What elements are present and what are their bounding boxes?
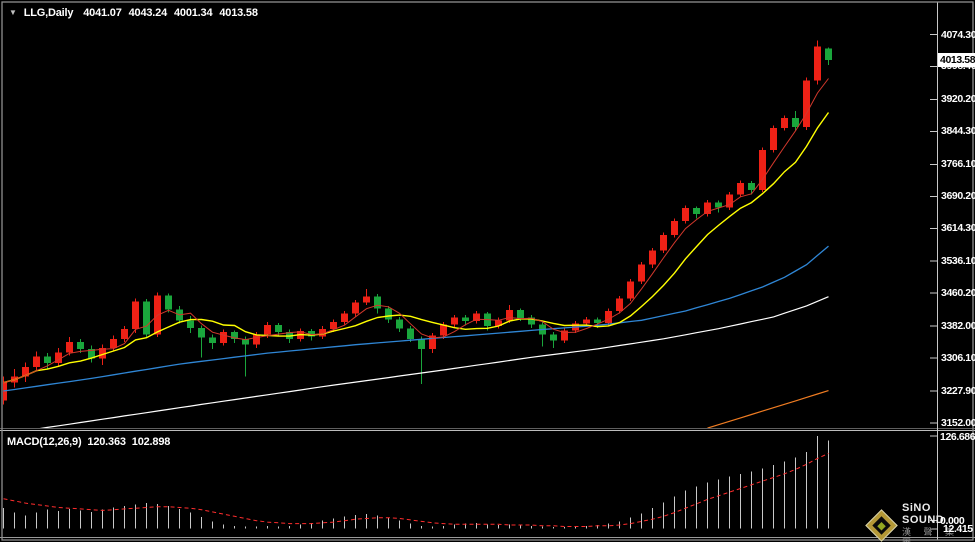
logo-diamond-icon: [865, 509, 898, 542]
price-axis-label: 3844.30: [941, 125, 975, 138]
panel-splitter[interactable]: [0, 428, 975, 538]
sino-sound-logo: SiNO SOUND 漢 聲 集 團: [865, 502, 975, 542]
price-axis-label: 4074.30: [941, 28, 975, 41]
macd-main-value: 120.363: [87, 436, 126, 448]
price-axis-label: 3306.10: [941, 352, 975, 365]
main-chart-area[interactable]: [3, 3, 937, 428]
price-axis-label: 3152.00: [941, 417, 975, 430]
macd-scale-label: 0.000: [940, 514, 965, 527]
price-axis-label: 3227.90: [941, 385, 975, 398]
current-price-tag: 4013.58: [938, 53, 975, 67]
price-axis-label: 3460.20: [941, 287, 975, 300]
price-axis[interactable]: [938, 3, 974, 540]
macd-signal-value: 102.898: [131, 436, 171, 448]
high-value: 4043.24: [128, 7, 168, 19]
open-value: 4041.07: [83, 7, 122, 19]
chart-title-bar: ▼ LLG,Daily 4041.07 4043.24 4001.34 4013…: [9, 7, 258, 19]
ma-overlays: [3, 78, 830, 428]
slower-ma-line: [39, 296, 829, 428]
close-value: 4013.58: [219, 7, 258, 19]
price-axis-label: 3690.20: [941, 190, 975, 203]
symbol-dropdown-icon[interactable]: ▼: [9, 8, 17, 17]
price-axis-label: 3382.00: [941, 320, 975, 333]
price-axis-label: 3920.20: [941, 93, 975, 106]
mid-ma-line: [3, 112, 830, 384]
macd-scale-label: 12.415: [943, 522, 973, 535]
symbol-timeframe-label: LLG,Daily: [23, 7, 74, 19]
logo-brand-name: SiNO SOUND: [902, 502, 945, 526]
longest-ma-line: [707, 390, 829, 428]
macd-histogram: [3, 436, 829, 529]
fast-ma-line: [3, 78, 829, 384]
macd-name-label: MACD(12,26,9): [7, 436, 82, 448]
slow-ma-line: [3, 245, 829, 392]
macd-scale-label: 126.686: [940, 430, 975, 443]
price-axis-label: 3536.10: [941, 255, 975, 268]
low-value: 4001.34: [174, 7, 213, 19]
price-axis-label: 3614.30: [941, 222, 975, 235]
axis-tick-marks: [930, 34, 937, 530]
price-axis-label: 3766.10: [941, 158, 975, 171]
macd-signal-line: [3, 452, 829, 527]
logo-brand-name-cn: 漢 聲 集 團: [902, 527, 960, 542]
macd-indicator-label: MACD(12,26,9) 120.363 102.898: [7, 436, 170, 448]
